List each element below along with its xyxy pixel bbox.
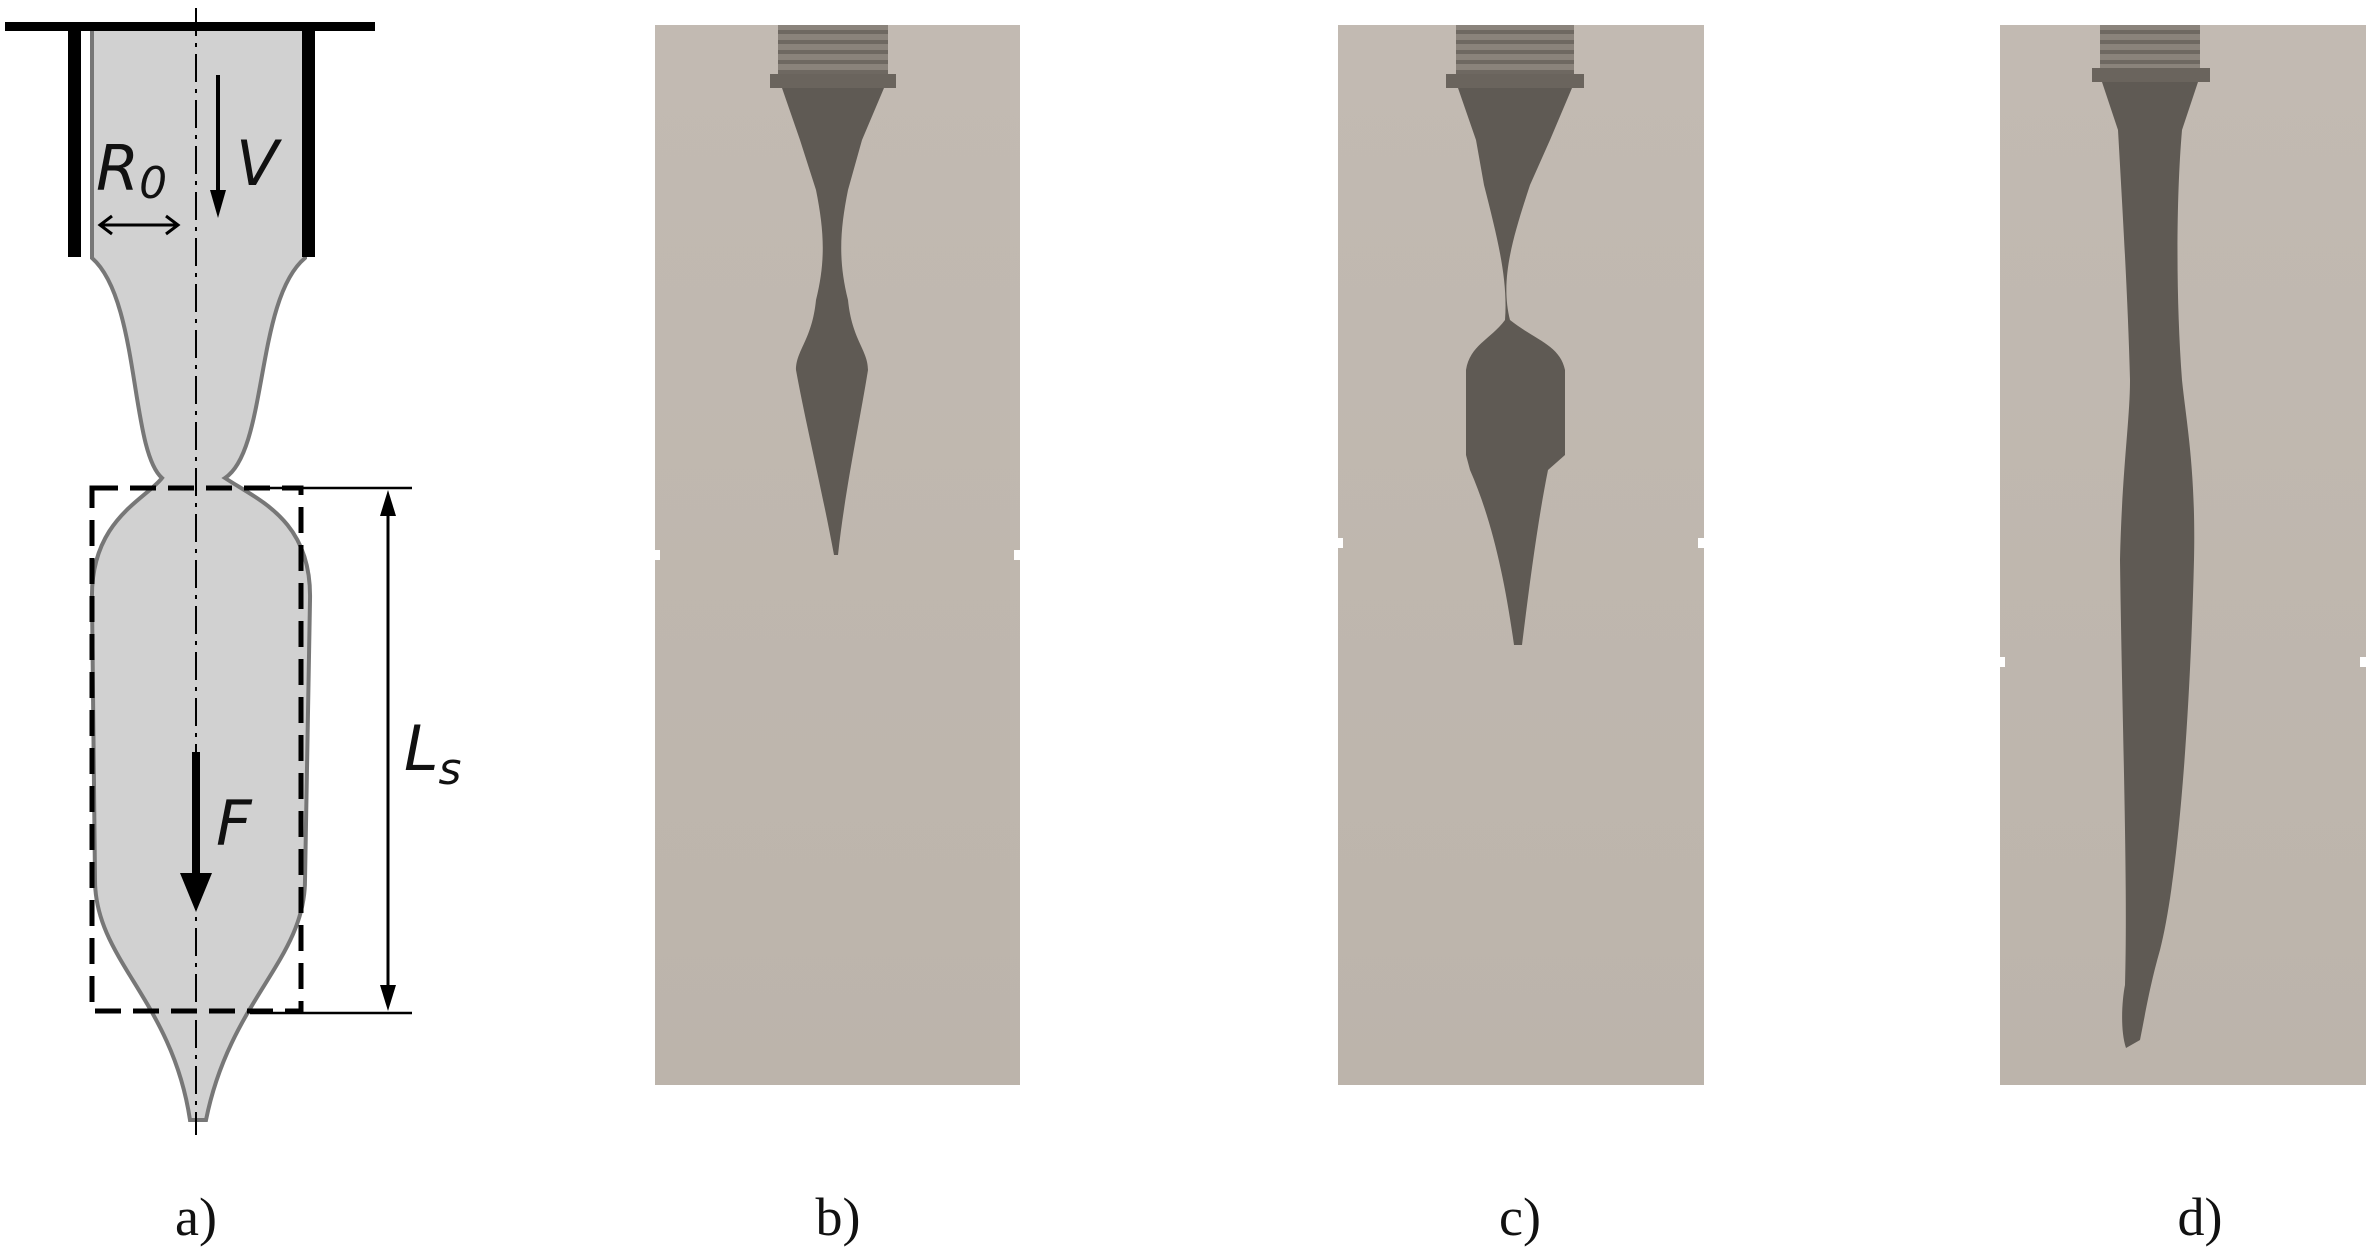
radius-arrowhead-left: [97, 214, 113, 236]
length-symbol: Ls: [404, 712, 461, 795]
radius-symbol-subscript: 0: [139, 158, 167, 209]
edge-marker-left: [1995, 657, 2005, 667]
nozzle-flange: [770, 74, 896, 88]
panel-label-d: d): [2178, 1187, 2223, 1247]
velocity-symbol: V: [236, 127, 283, 200]
photo-panel-d: d): [1995, 25, 2368, 1247]
length-arrowhead-bottom: [380, 985, 396, 1011]
edge-marker-left: [650, 550, 660, 560]
liquid-jet: [2102, 82, 2198, 1048]
liquid-jet: [1458, 88, 1572, 645]
nozzle-flange: [1446, 74, 1584, 88]
liquid-jet-shape: [89, 23, 313, 1122]
schematic-panel: V R0 F Ls a): [5, 8, 461, 1247]
velocity-arrowhead: [210, 190, 226, 218]
force-symbol: F: [216, 787, 253, 860]
force-arrowhead: [180, 873, 212, 912]
panel-label-c: c): [1499, 1187, 1541, 1247]
length-symbol-main: L: [404, 712, 439, 785]
length-arrowhead-top: [380, 490, 396, 516]
edge-marker-right: [2360, 657, 2368, 667]
liquid-jet: [782, 88, 884, 555]
edge-marker-left: [1333, 538, 1343, 548]
edge-marker-right: [1014, 550, 1022, 560]
nozzle-thread: [778, 25, 888, 83]
radius-arrowhead-right: [165, 214, 181, 236]
panel-label-b: b): [816, 1187, 861, 1247]
nozzle-left-wall: [68, 22, 81, 257]
nozzle-right-wall: [302, 22, 315, 257]
nozzle-thread: [1456, 25, 1574, 83]
photo-panel-b: b): [650, 25, 1022, 1247]
radius-symbol: R0: [96, 132, 167, 209]
edge-marker-right: [1698, 538, 1706, 548]
nozzle-top-wall: [5, 22, 375, 31]
radius-symbol-main: R: [96, 132, 139, 205]
length-symbol-subscript: s: [439, 744, 462, 795]
nozzle-flange: [2092, 68, 2210, 82]
panel-label-a: a): [175, 1187, 217, 1247]
photo-panel-c: c): [1333, 25, 1706, 1247]
control-volume-box: [89, 485, 304, 1014]
